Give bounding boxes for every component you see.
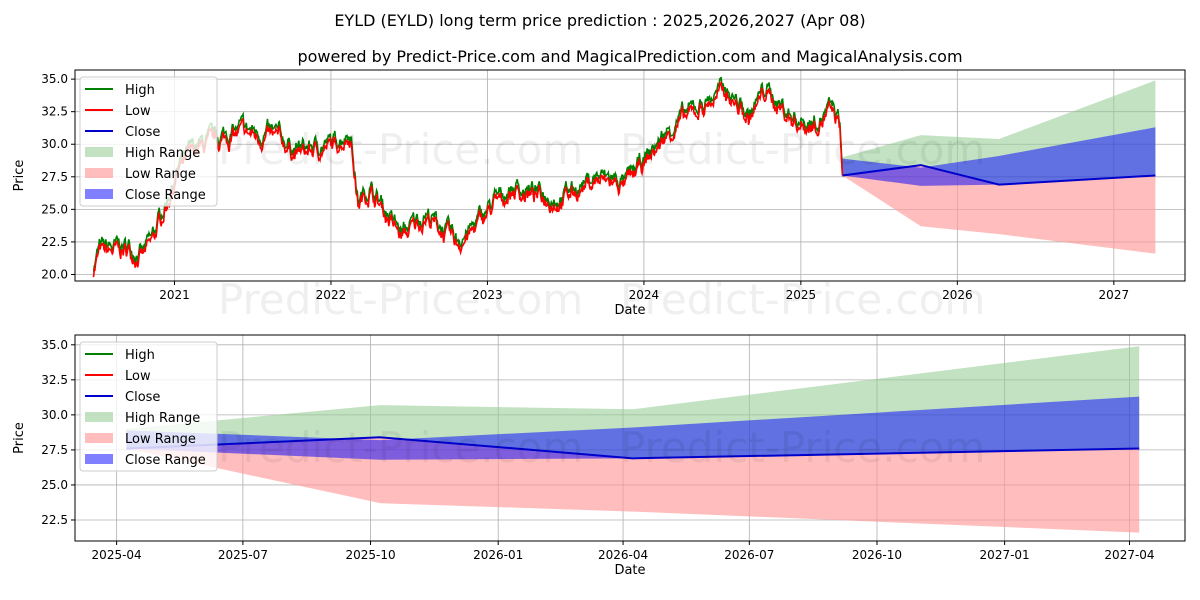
y-tick-label: 27.5 — [41, 170, 68, 184]
x-tick-label: 2026-04 — [598, 548, 648, 562]
legend-label: High — [125, 83, 155, 98]
x-axis-label: Date — [614, 563, 645, 578]
legend-label: Close Range — [125, 453, 206, 468]
x-tick-label: 2027-04 — [1104, 548, 1154, 562]
legend-box — [79, 76, 218, 207]
x-tick-label: 2024 — [629, 288, 660, 302]
x-tick-label: 2026-10 — [852, 548, 902, 562]
x-tick-label: 2023 — [472, 288, 503, 302]
plot-area — [92, 76, 1156, 278]
y-tick-label: 30.0 — [41, 137, 68, 151]
bottom-panel: 2025-04 2025-07 2025-10 2026-01 2026-04 2026-… — [12, 334, 1186, 578]
legend-label: High Range — [125, 411, 200, 426]
y-tick-label: 27.5 — [41, 443, 68, 457]
plot-frame — [74, 334, 1186, 542]
legend-label: Close — [125, 125, 160, 140]
x-tick-label: 2026-01 — [473, 548, 523, 562]
legend-swatch-high-range — [85, 147, 113, 157]
y-tick-label: 35.0 — [41, 72, 68, 86]
watermark: Predict-Price.com — [620, 275, 985, 324]
y-tick-label: 22.5 — [41, 513, 68, 527]
legend-label: High Range — [125, 146, 200, 161]
x-tick-label: 2025-07 — [218, 548, 268, 562]
x-tick-label: 2027 — [1099, 288, 1130, 302]
legend-swatch-close-range — [85, 454, 113, 464]
low-range-band — [842, 165, 1156, 254]
x-tick-label: 2027-01 — [980, 548, 1030, 562]
y-axis-label: Price — [12, 160, 27, 192]
y-tick-label: 30.0 — [41, 408, 68, 422]
legend-swatch-close-range — [85, 189, 113, 199]
watermark: Predict-Price.com — [218, 423, 583, 472]
y-tick-label: 25.0 — [41, 202, 68, 216]
legend-label: Close — [125, 390, 160, 405]
low-range-band — [126, 437, 1140, 533]
x-axis-label: Date — [614, 303, 645, 318]
legend-label: Low — [125, 369, 151, 384]
plot-frame — [74, 69, 1186, 282]
legend: High Low Close High Range Low Range Close Ran… — [79, 76, 218, 207]
low-line — [92, 80, 844, 278]
x-tick-label: 2022 — [316, 288, 347, 302]
watermark: Predict-Price.com — [218, 275, 583, 324]
y-tick-label: 20.0 — [41, 267, 68, 281]
y-tick-label: 25.0 — [41, 478, 68, 492]
legend: High Low Close High Range Low Range Close Ran… — [79, 341, 218, 472]
x-tick-label: 2025-04 — [92, 548, 142, 562]
legend-label: Low — [125, 104, 151, 119]
x-tick-label: 2025 — [786, 288, 817, 302]
x-tick-label: 2026-07 — [724, 548, 774, 562]
watermark: Predict-Price.com — [218, 125, 583, 174]
legend-label: Close Range — [125, 188, 206, 203]
legend-box — [79, 341, 218, 472]
chart-subtitle: powered by Predict-Price.com and Magical… — [297, 47, 962, 66]
close-line — [126, 436, 1140, 460]
watermark: Predict-Price.com — [620, 423, 985, 472]
x-tick-label: 2025-10 — [345, 548, 395, 562]
y-tick-label: 32.5 — [41, 373, 68, 387]
legend-label: High — [125, 348, 155, 363]
close-line — [842, 164, 1156, 186]
close-range-band — [842, 127, 1156, 186]
watermark: Predict-Price.com — [620, 125, 985, 174]
high-line — [92, 76, 844, 272]
y-axis-label: Price — [12, 422, 27, 454]
chart-title: EYLD (EYLD) long term price prediction :… — [334, 11, 865, 30]
close-range-band — [126, 396, 1140, 460]
y-tick-label: 32.5 — [41, 105, 68, 119]
legend-label: Low Range — [125, 167, 196, 182]
y-tick-label: 22.5 — [41, 235, 68, 249]
legend-swatch-low-range — [85, 168, 113, 178]
legend-swatch-low-range — [85, 433, 113, 443]
y-tick-label: 35.0 — [41, 338, 68, 352]
x-tick-label: 2021 — [159, 288, 190, 302]
plot-area — [126, 346, 1140, 533]
x-tick-label: 2026 — [942, 288, 973, 302]
legend-swatch-high-range — [85, 412, 113, 422]
top-panel: 2021 2022 2023 2024 2025 2026 2027 20.0 22.5 25.0… — [12, 69, 1186, 318]
legend-label: Low Range — [125, 432, 196, 447]
